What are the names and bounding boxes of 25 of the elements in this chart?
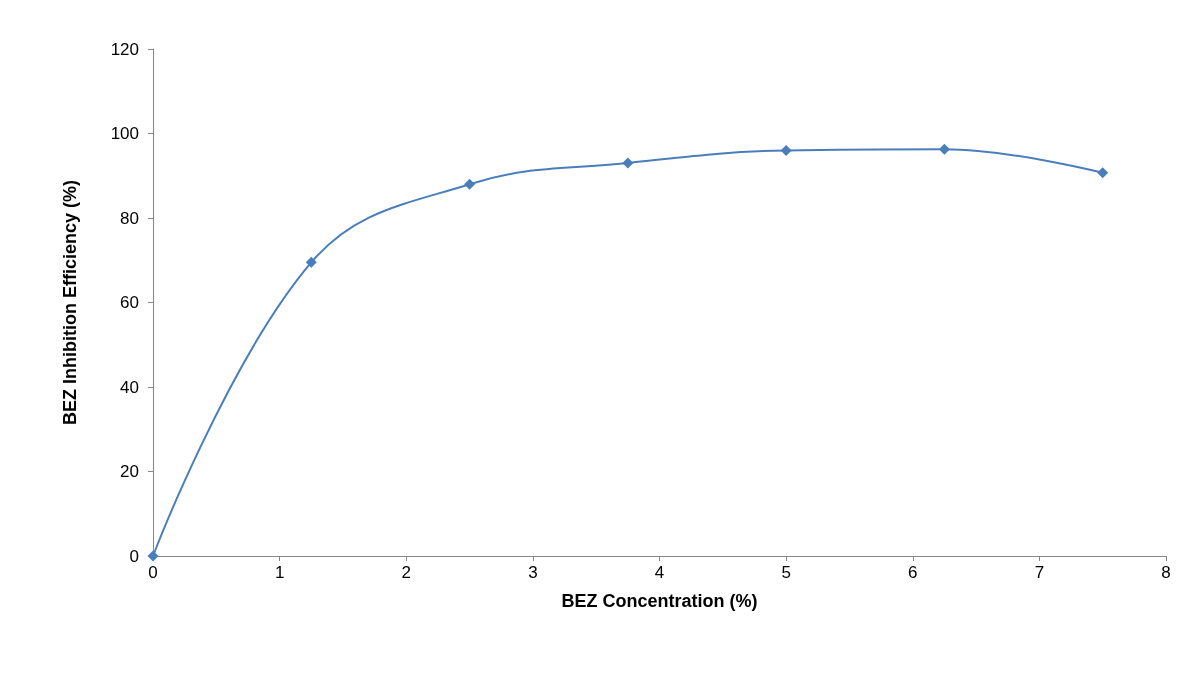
y-tick-label: 120 bbox=[110, 39, 139, 59]
y-tick-label: 40 bbox=[120, 377, 139, 397]
y-tick-label: 100 bbox=[110, 124, 139, 143]
x-tick-label: 3 bbox=[528, 563, 538, 582]
y-tick-label: 60 bbox=[120, 293, 139, 312]
x-axis-title: BEZ Concentration (%) bbox=[561, 591, 758, 611]
y-axis-title: BEZ Inhibition Efficiency (%) bbox=[60, 179, 80, 426]
x-tick-label: 6 bbox=[908, 563, 918, 582]
point bbox=[622, 157, 634, 169]
y-tick-label: 80 bbox=[120, 208, 139, 228]
x-tick-label: 4 bbox=[654, 563, 665, 582]
x-tick-label: 0 bbox=[148, 563, 158, 582]
point bbox=[305, 256, 317, 268]
point bbox=[147, 550, 159, 562]
x-tick-label: 2 bbox=[401, 563, 411, 582]
point bbox=[464, 178, 476, 190]
y-tick-label: 0 bbox=[129, 546, 139, 566]
x-tick-label: 7 bbox=[1034, 563, 1045, 582]
x-tick-label: 5 bbox=[781, 563, 791, 582]
point bbox=[1097, 167, 1109, 179]
x-tick-label: 1 bbox=[274, 563, 285, 582]
x-tick-label: 8 bbox=[1161, 563, 1171, 582]
point bbox=[780, 144, 792, 156]
point bbox=[938, 143, 950, 155]
y-tick-label: 20 bbox=[120, 462, 139, 481]
